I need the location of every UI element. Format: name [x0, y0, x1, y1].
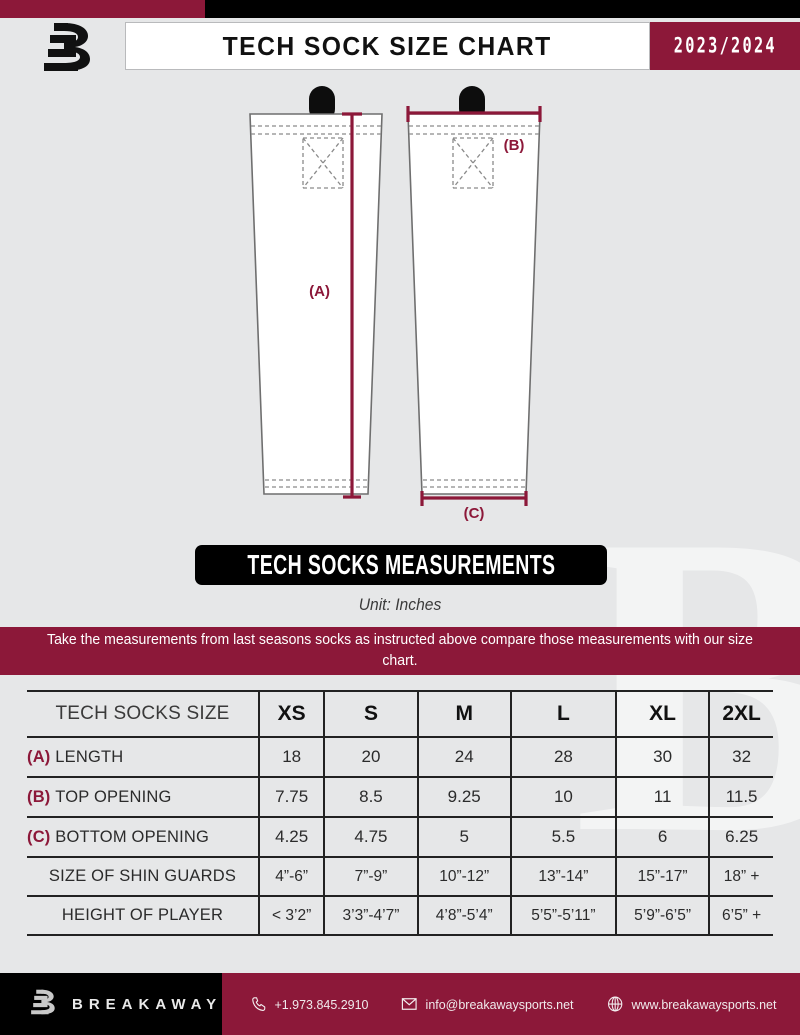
table-row-label: (C) BOTTOM OPENING [27, 817, 260, 857]
table-cell: 18 [259, 737, 326, 777]
globe-icon [608, 996, 623, 1012]
sock-diagram: .outline { fill:#ffffff; stroke:#6f6f6f;… [0, 78, 800, 533]
table-cell: 11.5 [725, 787, 758, 806]
label-b: (B) [504, 137, 525, 154]
table-row-label: (B) TOP OPENING [27, 777, 260, 817]
table-row-label: (A) LENGTH [27, 737, 260, 777]
footer-website[interactable]: www.breakawaysports.net [607, 995, 777, 1013]
table-cell: 6.25 [725, 827, 759, 846]
footer-website-text: www.breakawaysports.net [631, 996, 777, 1012]
table-cell: 30 [615, 737, 711, 777]
phone-icon [252, 996, 266, 1011]
table-header-2xl: 2XL [722, 702, 761, 725]
table-cell: 10”-12” [417, 857, 512, 896]
table-header-m: M [417, 691, 512, 737]
table-header-size-label: TECH SOCKS SIZE [27, 691, 260, 737]
table-cell: 5’5”-5’11” [510, 896, 617, 935]
table-cell: 7.75 [259, 777, 326, 817]
table-row: HEIGHT OF PLAYER < 3’2” 3’3”-4’7” 4’8”-5’4”… [27, 896, 773, 935]
top-bar-maroon [0, 0, 205, 18]
table-cell: 32 [732, 747, 752, 766]
table-header-xl: XL [615, 691, 711, 737]
table-cell: 13”-14” [510, 857, 617, 896]
label-a: (A) [309, 283, 330, 300]
top-bar-black [205, 0, 800, 18]
top-accent-bar [0, 0, 800, 18]
table-cell: 11 [615, 777, 711, 817]
row-tag: (B) [27, 787, 56, 806]
table-cell: 6 [615, 817, 711, 857]
measurements-title-box: TECH SOCKS MEASUREMENTS [195, 545, 607, 585]
label-c: (C) [464, 505, 485, 522]
footer-phone[interactable]: +1.973.845.2910 [250, 996, 369, 1013]
table-header-row: TECH SOCKS SIZE XS S M L XL 2XL [27, 691, 773, 737]
table-cell: 7”-9” [324, 857, 419, 896]
year-badge: 2023/2024 [650, 22, 800, 70]
page-title-box: TECH SOCK SIZE CHART [125, 22, 650, 70]
footer-email[interactable]: info@breakawaysports.net [401, 995, 574, 1013]
table-row-label: SIZE OF SHIN GUARDS [27, 857, 260, 896]
instruction-band: Take the measurements from last seasons … [0, 627, 800, 675]
table-cell: 4”-6” [259, 857, 326, 896]
table-cell: 4.75 [324, 817, 419, 857]
size-table-wrapper: TECH SOCKS SIZE XS S M L XL 2XL (A) LENGTH 18 20 2… [27, 690, 773, 936]
table-cell: 9.25 [417, 777, 512, 817]
page-footer: BREAKAWAY +1.973.845.2910 info@breakaway… [0, 973, 800, 1035]
table-cell: 3’3”-4’7” [324, 896, 419, 935]
breakaway-b-logo-icon [25, 18, 120, 76]
sock-back-view: (B) (C) [406, 86, 542, 522]
unit-label: Unit: Inches [358, 595, 442, 614]
table-row: (C) BOTTOM OPENING 4.25 4.75 5 5.5 6 6.25 [27, 817, 773, 857]
page-header: TECH SOCK SIZE CHART 2023/2024 [0, 18, 800, 76]
row-tag: (A) [27, 747, 56, 766]
table-cell: < 3’2” [259, 896, 326, 935]
footer-phone-text: +1.973.845.2910 [274, 996, 369, 1012]
table-row: (B) TOP OPENING 7.75 8.5 9.25 10 11 11.5 [27, 777, 773, 817]
size-table: TECH SOCKS SIZE XS S M L XL 2XL (A) LENGTH 18 20 2… [27, 690, 773, 936]
table-cell: 10 [510, 777, 617, 817]
table-cell: 20 [324, 737, 419, 777]
envelope-icon [401, 998, 417, 1010]
table-header-l: L [510, 691, 617, 737]
table-cell: 24 [417, 737, 512, 777]
table-cell: 15”-17” [615, 857, 711, 896]
table-cell: 18” + [723, 867, 760, 885]
table-cell: 4.25 [259, 817, 326, 857]
table-cell: 6’5” + [722, 906, 762, 924]
table-cell: 5’9”-6’5” [615, 896, 711, 935]
table-cell: 5 [417, 817, 512, 857]
row-tag: (C) [27, 827, 56, 846]
table-row: (A) LENGTH 18 20 24 28 30 32 [27, 737, 773, 777]
size-table-body: TECH SOCKS SIZE XS S M L XL 2XL (A) LENGTH 18 20 2… [27, 691, 773, 935]
table-cell: 4’8”-5’4” [417, 896, 512, 935]
measurements-title: TECH SOCKS MEASUREMENTS [246, 548, 556, 581]
sock-front-view: (A) [249, 86, 383, 499]
page-title: TECH SOCK SIZE CHART [222, 30, 553, 61]
breakaway-b-logo-icon-footer [26, 985, 66, 1024]
table-row: SIZE OF SHIN GUARDS 4”-6” 7”-9” 10”-12” 13”-… [27, 857, 773, 896]
table-header-s: S [324, 691, 419, 737]
year-label: 2023/2024 [673, 33, 777, 59]
footer-brand-name: BREAKAWAY [72, 995, 223, 1013]
footer-brand-block: BREAKAWAY [0, 973, 222, 1035]
instruction-text: Take the measurements from last seasons … [47, 631, 753, 669]
footer-email-text: info@breakawaysports.net [425, 996, 574, 1012]
table-cell: 28 [510, 737, 617, 777]
table-row-label: HEIGHT OF PLAYER [27, 896, 260, 935]
table-cell: 8.5 [324, 777, 419, 817]
footer-contact-block: +1.973.845.2910 info@breakawaysports.net… [222, 973, 800, 1035]
table-cell: 5.5 [510, 817, 617, 857]
table-header-xs: XS [259, 691, 326, 737]
